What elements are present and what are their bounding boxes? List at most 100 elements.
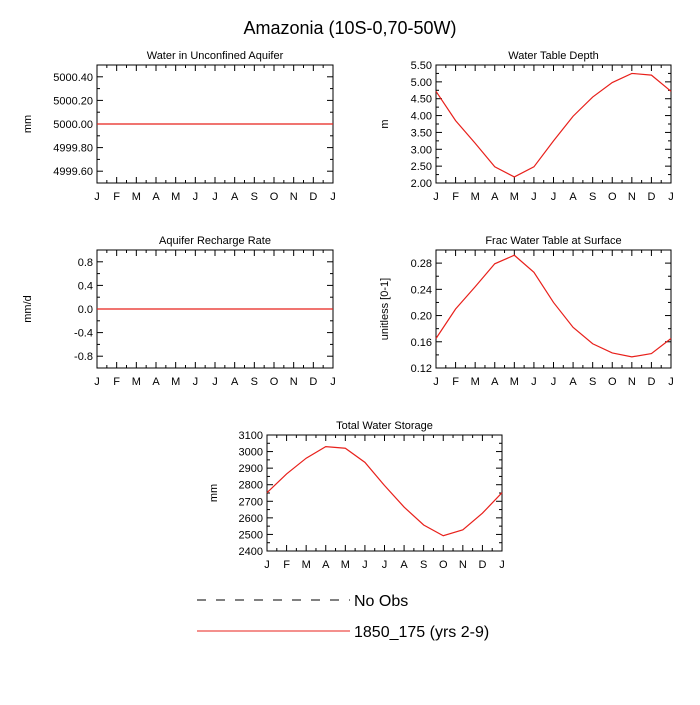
x-tick-label: M	[132, 191, 141, 203]
y-tick-label: 2600	[239, 513, 263, 525]
x-tick-label: D	[478, 559, 486, 571]
x-tick-label: F	[113, 376, 120, 388]
series-line	[435, 254, 672, 358]
legend-label: No Obs	[354, 593, 408, 610]
x-tick-label: M	[471, 376, 480, 388]
series-line	[266, 445, 503, 537]
panel-title: Water in Unconfined Aquifer	[147, 50, 284, 62]
x-tick-label: M	[171, 191, 180, 203]
x-tick-label: J	[668, 191, 674, 203]
x-tick-label: O	[439, 559, 448, 571]
y-tick-label: 4999.80	[53, 143, 93, 155]
panel-title: Water Table Depth	[508, 50, 599, 62]
y-tick-label: 4.50	[411, 94, 432, 106]
legend: No Obs 1850_175 (yrs 2-9)	[197, 593, 489, 641]
x-tick-label: A	[491, 191, 499, 203]
x-tick-label: J	[212, 191, 218, 203]
x-tick-label: J	[94, 376, 100, 388]
x-tick-label: J	[362, 559, 368, 571]
x-tick-label: J	[330, 376, 336, 388]
series-line	[435, 72, 672, 178]
x-tick-label: M	[341, 559, 350, 571]
x-tick-label: O	[608, 376, 617, 388]
x-tick-label: N	[290, 376, 298, 388]
plot-frame	[435, 64, 672, 184]
x-tick-label: A	[322, 559, 330, 571]
plot-frame	[266, 434, 503, 552]
x-tick-label: N	[290, 191, 298, 203]
x-tick-label: D	[647, 376, 655, 388]
y-tick-label: 2900	[239, 463, 263, 475]
x-tick-label: A	[152, 191, 160, 203]
x-tick-label: N	[628, 191, 636, 203]
x-tick-label: S	[420, 559, 427, 571]
x-tick-label: J	[551, 376, 557, 388]
x-tick-label: A	[569, 376, 577, 388]
x-tick-label: J	[531, 191, 537, 203]
x-tick-label: J	[94, 191, 100, 203]
x-tick-label: J	[531, 376, 537, 388]
y-tick-label: -0.4	[74, 328, 93, 340]
x-tick-label: J	[382, 559, 388, 571]
x-tick-label: O	[608, 191, 617, 203]
x-tick-label: J	[499, 559, 505, 571]
y-tick-label: 2.50	[411, 161, 432, 173]
y-axis-label: m	[379, 119, 391, 128]
x-tick-label: J	[264, 559, 270, 571]
x-tick-label: N	[628, 376, 636, 388]
x-tick-label: F	[113, 191, 120, 203]
panel-title: Total Water Storage	[336, 420, 433, 432]
y-tick-label: 0.20	[411, 311, 432, 323]
y-tick-label: 5000.20	[53, 95, 93, 107]
x-tick-label: J	[193, 376, 199, 388]
y-tick-label: 0.8	[78, 257, 93, 269]
x-tick-label: M	[171, 376, 180, 388]
x-tick-label: F	[283, 559, 290, 571]
y-tick-label: 0.4	[78, 280, 93, 292]
x-tick-label: A	[569, 191, 577, 203]
y-tick-label: 0.0	[78, 304, 93, 316]
y-axis-label: unitless [0-1]	[379, 278, 391, 340]
x-tick-label: J	[433, 376, 439, 388]
x-tick-label: S	[589, 376, 596, 388]
x-tick-label: J	[212, 376, 218, 388]
x-tick-label: D	[309, 376, 317, 388]
x-tick-label: O	[270, 191, 279, 203]
x-tick-label: A	[231, 376, 239, 388]
y-tick-label: 0.24	[411, 284, 432, 296]
y-tick-label: 3100	[239, 430, 263, 442]
y-tick-label: 2500	[239, 529, 263, 541]
x-tick-label: A	[231, 191, 239, 203]
x-tick-label: M	[510, 376, 519, 388]
x-tick-label: A	[152, 376, 160, 388]
x-tick-label: F	[452, 376, 459, 388]
y-tick-label: 0.16	[411, 337, 432, 349]
x-tick-label: J	[330, 191, 336, 203]
x-tick-label: O	[270, 376, 279, 388]
y-tick-label: 5.00	[411, 77, 432, 89]
y-tick-label: 2.00	[411, 178, 432, 190]
y-tick-label: 3000	[239, 447, 263, 459]
x-tick-label: S	[251, 191, 258, 203]
y-tick-label: 5000.40	[53, 72, 93, 84]
panel-title: Aquifer Recharge Rate	[159, 235, 271, 247]
x-tick-label: M	[510, 191, 519, 203]
y-axis-label: mm	[22, 115, 34, 133]
x-tick-label: A	[400, 559, 408, 571]
y-tick-label: 2800	[239, 480, 263, 492]
x-tick-label: A	[491, 376, 499, 388]
y-tick-label: 5.50	[411, 60, 432, 72]
x-tick-label: J	[551, 191, 557, 203]
y-tick-label: 2700	[239, 496, 263, 508]
x-tick-label: D	[647, 191, 655, 203]
x-tick-label: J	[433, 191, 439, 203]
x-tick-label: J	[193, 191, 199, 203]
figure-title: Amazonia (10S-0,70-50W)	[243, 18, 456, 38]
